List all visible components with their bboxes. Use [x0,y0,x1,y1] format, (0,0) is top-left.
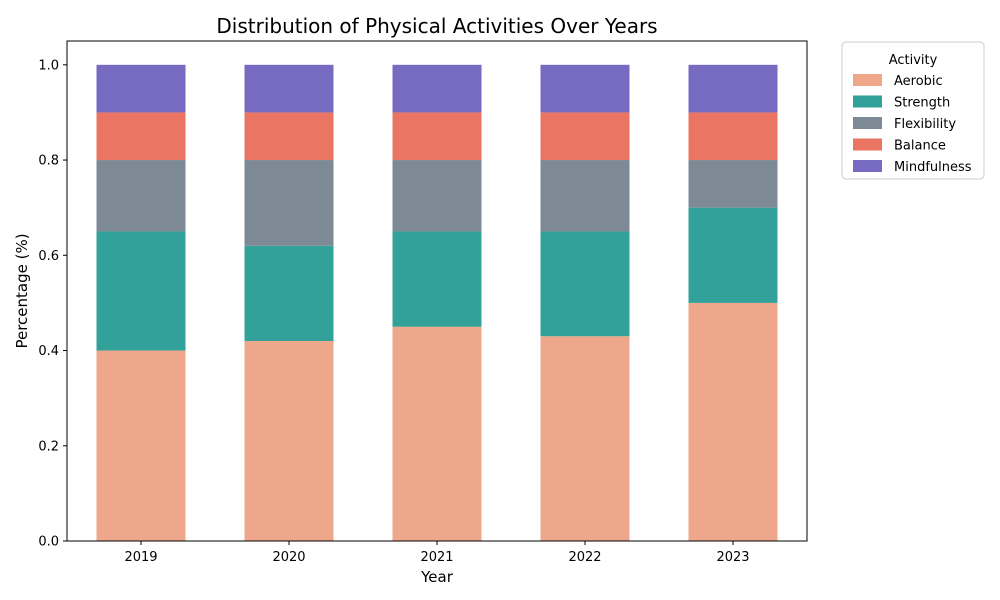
bar-strength-2022 [540,231,630,337]
legend-label-strength: Strength [894,96,950,111]
plot-frame [66,40,808,542]
bar-flexibility-2019 [96,160,186,232]
bar-mindfulness-2020 [244,64,334,113]
y-tick-label: 0.4 [38,344,59,359]
bar-aerobic-2022 [540,336,630,541]
legend-label-mindfulness: Mindfulness [894,160,972,175]
bar-mindfulness-2022 [540,64,630,113]
bar-aerobic-2021 [392,326,482,541]
y-tick-label: 0.2 [38,439,59,454]
bar-balance-2019 [96,112,186,161]
bar-mindfulness-2021 [392,64,482,113]
bar-mindfulness-2023 [688,64,778,113]
bar-flexibility-2020 [244,160,334,246]
bar-balance-2022 [540,112,630,161]
legend-swatch-flexibility [853,117,882,129]
legend-title: Activity [889,53,938,68]
x-tick-label: 2020 [272,550,305,565]
y-axis-ticks: 0.0 0.2 0.4 0.6 0.8 1.0 [38,58,67,550]
legend-swatch-balance [853,138,882,151]
x-axis-ticks: 2019 2020 2021 2022 2023 [124,541,750,565]
y-tick-label: 0.8 [38,154,59,169]
bar-flexibility-2023 [688,160,778,208]
bar-aerobic-2023 [688,302,778,541]
x-axis-label: Year [420,568,454,586]
bar-flexibility-2021 [392,160,482,232]
bar-balance-2023 [688,112,778,161]
bar-aerobic-2019 [96,350,186,541]
bar-mindfulness-2019 [96,64,186,113]
legend-swatch-mindfulness [853,160,882,172]
legend-swatch-strength [853,95,882,108]
x-tick-label: 2019 [124,550,157,565]
x-tick-label: 2022 [568,550,601,565]
bar-strength-2020 [244,245,334,341]
bar-strength-2021 [392,231,482,327]
legend: Activity Aerobic Strength Flexibility Balan… [841,41,985,180]
y-tick-label: 0.0 [38,535,59,550]
legend-label-balance: Balance [894,139,946,154]
bars-group [96,64,778,541]
y-axis-label: Percentage (%) [13,233,31,348]
legend-label-aerobic: Aerobic [894,74,943,89]
legend-label-flexibility: Flexibility [894,117,956,132]
bar-strength-2023 [688,207,778,303]
bar-balance-2021 [392,112,482,161]
chart-title: Distribution of Physical Activities Over… [216,14,657,38]
legend-items: Aerobic Strength Flexibility Balance Mindful… [853,74,972,175]
bar-strength-2019 [96,231,186,351]
y-tick-label: 1.0 [38,58,59,73]
x-tick-label: 2023 [716,550,749,565]
x-tick-label: 2021 [420,550,453,565]
bar-aerobic-2020 [244,341,334,541]
y-tick-label: 0.6 [38,249,59,264]
legend-swatch-aerobic [853,74,882,86]
bar-balance-2020 [244,112,334,161]
bar-flexibility-2022 [540,160,630,232]
